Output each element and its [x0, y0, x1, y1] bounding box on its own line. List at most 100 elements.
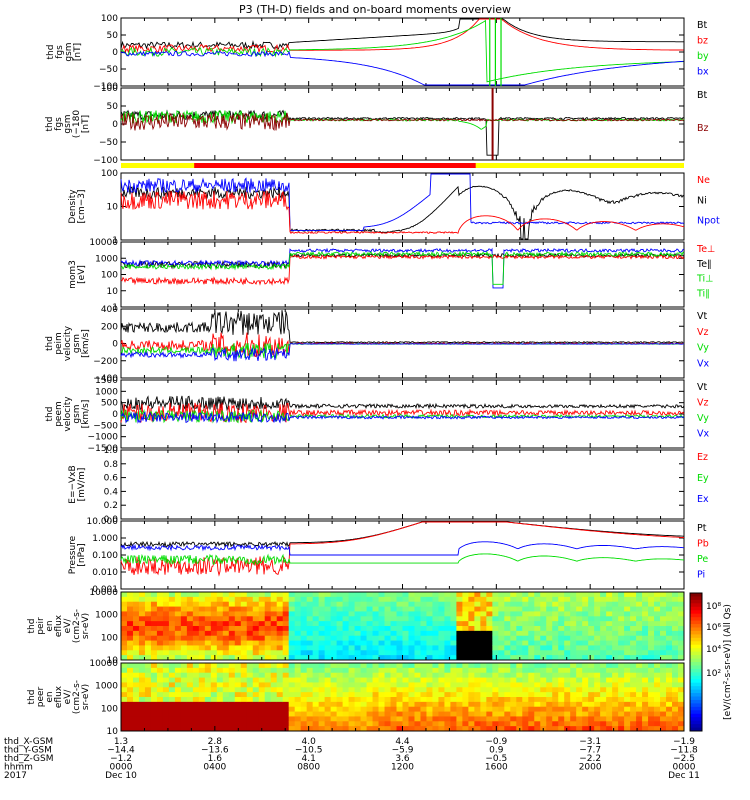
spectro-cell [414, 626, 421, 632]
spectro-cell [390, 601, 397, 607]
spectro-cell [228, 650, 236, 656]
spectro-cell [132, 635, 140, 641]
spectro-cell [288, 706, 296, 712]
spectro-cell [246, 650, 254, 656]
spectro-cell [270, 711, 278, 717]
spectro-cell [300, 621, 308, 627]
spectro-cell [396, 716, 403, 722]
spectro-cell [138, 630, 146, 637]
spectro-cell [612, 692, 619, 698]
spectro-cell [210, 596, 218, 603]
spectro-cell [336, 667, 344, 674]
spectro-cell [462, 711, 469, 717]
spectro-cell [528, 667, 535, 674]
spectro-cell [210, 687, 218, 693]
spectro-cell [612, 596, 619, 603]
spectro-cell [288, 711, 296, 717]
spectro-cell [180, 630, 188, 637]
spectro-cell [468, 716, 475, 722]
spectro-cell [528, 601, 535, 607]
spectro-cell [240, 655, 248, 661]
spectro-cell [480, 697, 487, 703]
spectro-cell [312, 726, 320, 732]
spectro-cell [540, 697, 547, 703]
spectro-cell [246, 711, 254, 717]
spectro-cell [390, 682, 397, 688]
spectro-cell [660, 630, 667, 637]
spectro-cell [186, 640, 194, 646]
spectro-cell [126, 626, 134, 632]
spectro-cell [642, 655, 649, 661]
spectro-cell [414, 640, 421, 646]
spectro-cell [150, 616, 158, 622]
spectro-cell [204, 630, 212, 637]
spectro-cell [546, 726, 553, 732]
spectro-cell [612, 635, 619, 641]
spectro-cell [432, 645, 439, 651]
spectro-cell [336, 621, 344, 627]
spectro-cell [594, 682, 601, 688]
spectro-cell [150, 655, 158, 661]
legend-vi: Vz [697, 327, 709, 338]
spectro-cell [624, 682, 631, 688]
spectro-cell [498, 711, 505, 717]
spectro-cell [636, 687, 643, 693]
spectro-cell [126, 687, 134, 693]
spectro-cell [588, 611, 595, 617]
spectro-cell [126, 630, 134, 637]
spectro-cell [438, 726, 445, 732]
spectro-cell [384, 667, 391, 674]
spectro-cell [462, 621, 469, 627]
spectro-cell [654, 667, 661, 674]
spectro-cell [288, 621, 296, 627]
spectro-cell [564, 635, 571, 641]
spectro-cell [468, 655, 475, 661]
spectro-cell [270, 687, 278, 693]
spectro-cell [228, 726, 236, 732]
spectro-cell [282, 726, 290, 732]
vx-e-line [120, 411, 685, 424]
spectro-cell [138, 616, 146, 622]
spectro-cell [600, 655, 607, 661]
colorbar-label: [eV/(cm²-s-sr-eV)] (All Qs) [723, 604, 733, 720]
spectro-cell [312, 706, 320, 712]
spectro-cell [366, 711, 373, 717]
spectro-cell [138, 621, 146, 627]
spectro-cell [240, 640, 248, 646]
spectro-cell [282, 706, 290, 712]
spectro-cell [216, 592, 224, 598]
spectro-cell [198, 721, 206, 727]
spectro-cell [408, 635, 415, 641]
spectro-cell [474, 601, 481, 607]
spectro-cell [198, 667, 206, 674]
spectro-cell [594, 611, 601, 617]
spectro-cell [354, 606, 361, 612]
spectro-cell [468, 682, 475, 688]
spectro-cell [528, 706, 535, 712]
spectro-cell [132, 677, 140, 683]
spectro-cell [660, 626, 667, 632]
spectro-cell [660, 677, 667, 683]
spectro-cell [186, 672, 194, 678]
spectro-cell [552, 655, 559, 661]
spectro-cell [384, 645, 391, 651]
traj-value: −14.4 [107, 746, 135, 756]
spectro-cell [234, 672, 242, 678]
spectro-cell [282, 650, 290, 656]
spectro-cell [642, 721, 649, 727]
spectro-cell [480, 677, 487, 683]
spectro-cell [348, 596, 355, 603]
spectro-cell [450, 687, 457, 693]
spectro-cell [450, 650, 457, 656]
spectro-cell [552, 687, 559, 693]
spectro-cell [282, 711, 290, 717]
spectro-cell [390, 645, 397, 651]
spectro-cell [174, 606, 182, 612]
spectro-cell [378, 601, 385, 607]
spectro-cell [126, 663, 134, 669]
spectro-cell [198, 606, 206, 612]
spectro-cell [378, 706, 385, 712]
spectro-cell [372, 645, 379, 651]
spectro-cell [414, 706, 421, 712]
spectro-cell [312, 697, 320, 703]
